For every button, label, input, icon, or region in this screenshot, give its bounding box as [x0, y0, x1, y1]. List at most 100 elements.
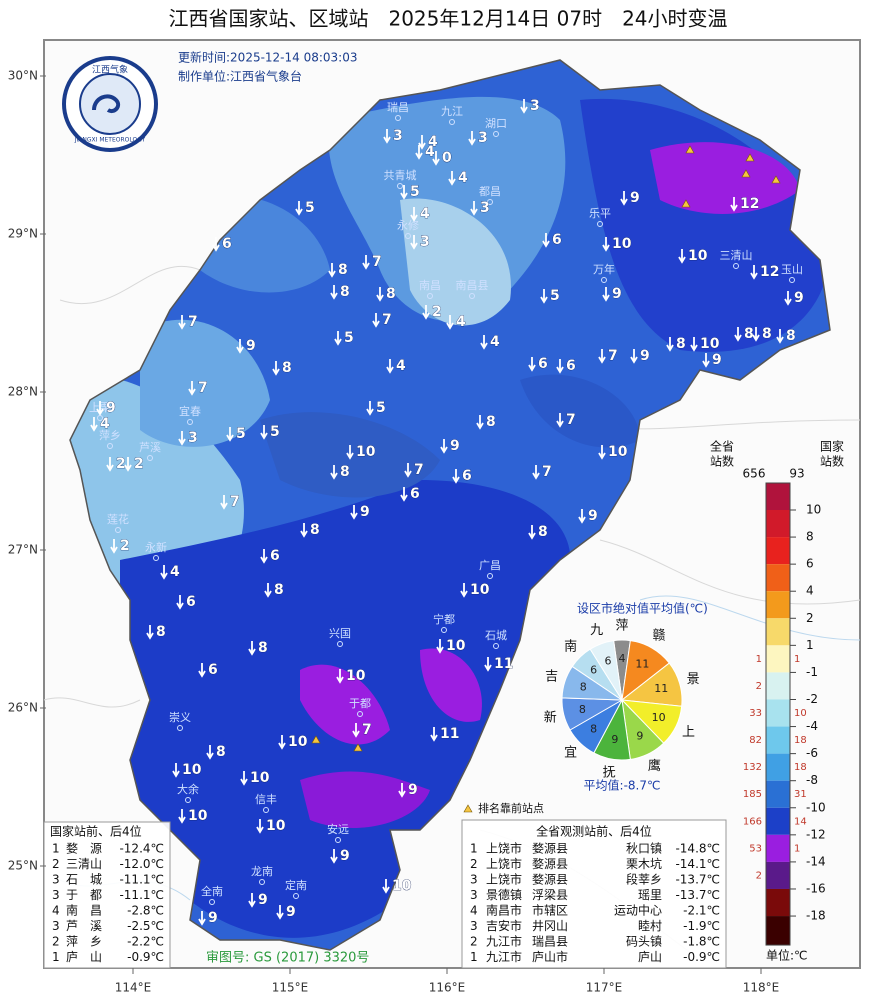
- ranking-key-label: 排名靠前站点: [478, 801, 544, 815]
- city-dot: [487, 199, 493, 205]
- left-table-cell: 3: [52, 919, 60, 933]
- station-value: 6: [410, 486, 420, 502]
- station-value: 6: [270, 548, 280, 564]
- legend-tick-label: -18: [806, 909, 826, 923]
- arrow: [620, 191, 628, 206]
- station-value: 3: [480, 200, 490, 216]
- city-dot: [427, 293, 433, 299]
- arrow: [468, 131, 476, 146]
- arrow: [178, 431, 186, 446]
- right-table-cell: 南昌市: [486, 903, 522, 918]
- station-value: 7: [362, 722, 372, 738]
- arrow: [410, 207, 418, 222]
- right-table-cell: -13.7℃: [675, 888, 720, 902]
- right-table-cell: 1: [470, 842, 478, 856]
- station-value: 7: [542, 464, 552, 480]
- station-value: 10: [470, 582, 490, 598]
- arrow: [124, 457, 132, 472]
- legend-national-count: 1: [794, 843, 800, 854]
- city-name: 广昌: [479, 559, 501, 572]
- arrow: [382, 879, 390, 894]
- legend-bin: [766, 780, 790, 808]
- station-value: 8: [340, 284, 350, 300]
- station-value: 9: [106, 400, 116, 416]
- station-value: 5: [344, 330, 354, 346]
- arrow: [276, 905, 284, 920]
- station-value: 3: [420, 234, 430, 250]
- station-value: 10: [188, 808, 208, 824]
- arrow: [226, 427, 234, 442]
- arrow: [400, 185, 408, 200]
- arrow: [236, 339, 244, 354]
- arrow: [752, 327, 760, 342]
- right-table-cell: 4: [470, 904, 478, 918]
- arrow: [556, 359, 564, 374]
- pie-title: 设区市绝对值平均值(℃): [577, 601, 708, 616]
- left-table-cell: 婺 源: [66, 841, 102, 856]
- pie-label: 南: [564, 638, 577, 654]
- station-value: 4: [428, 134, 438, 150]
- city-name: 南昌: [419, 279, 441, 292]
- station-value: 9: [246, 338, 256, 354]
- arrow: [666, 337, 674, 352]
- legend-bin: [766, 591, 790, 619]
- right-table-cell: 婺源县: [532, 856, 568, 871]
- legend-province-count: 53: [749, 843, 762, 854]
- arrow: [476, 415, 484, 430]
- arrow: [415, 145, 423, 160]
- pie-value: 11: [654, 682, 668, 695]
- ranking-key: 排名靠前站点: [463, 801, 544, 815]
- arrow: [330, 849, 338, 864]
- station-value: 0: [442, 150, 452, 166]
- city-dot: [441, 627, 447, 633]
- city-name: 龙南: [251, 865, 273, 878]
- arrow: [206, 745, 214, 760]
- legend-tick-label: 10: [806, 503, 821, 517]
- legend-tick-label: -16: [806, 881, 826, 895]
- left-table-cell: -12.0℃: [119, 857, 164, 871]
- legend-tick-label: 1: [806, 638, 814, 652]
- right-table-cell: 栗木坑: [626, 856, 662, 871]
- arrow: [146, 625, 154, 640]
- station-value: 5: [236, 426, 246, 442]
- legend-tick-label: -12: [806, 827, 826, 841]
- arrow: [702, 353, 710, 368]
- arrow: [678, 249, 686, 264]
- station-value: 7: [188, 314, 198, 330]
- legend-province-count: 33: [749, 708, 762, 719]
- station-value: 11: [494, 656, 513, 672]
- city-name: 定南: [285, 878, 307, 892]
- legend-province-count: 132: [743, 762, 762, 773]
- right-table-cell: 上饶市: [486, 856, 522, 871]
- pie-label: 抚: [603, 765, 616, 780]
- station-value: 8: [156, 624, 166, 640]
- city-name: 兴国: [329, 627, 351, 640]
- arrow: [432, 151, 440, 166]
- city-name: 芦溪: [139, 441, 161, 454]
- left-table-cell: 三清山: [66, 857, 102, 871]
- arrow: [556, 413, 564, 428]
- arrow: [330, 465, 338, 480]
- city-name: 信丰: [255, 793, 277, 806]
- station-value: 10: [182, 762, 202, 778]
- city-name: 永修: [397, 218, 419, 232]
- legend-tick-label: -10: [806, 800, 826, 814]
- legend-national-count: 10: [794, 708, 807, 719]
- legend-province-count: 82: [749, 735, 762, 746]
- pie-average: 平均值:-8.7℃: [584, 778, 661, 793]
- station-value: 8: [538, 524, 548, 540]
- pie-value: 9: [611, 733, 618, 746]
- left-table-cell: -0.9℃: [127, 950, 164, 964]
- station-value: 9: [712, 352, 722, 368]
- legend-tick-label: -2: [806, 692, 818, 706]
- city-name: 共青城: [384, 169, 417, 182]
- station-value: 8: [340, 464, 350, 480]
- right-table-title: 全省观测站前、后4位: [536, 824, 652, 839]
- arrow: [730, 197, 738, 212]
- left-table-cell: 2: [52, 857, 60, 871]
- pie-label: 吉: [545, 670, 558, 685]
- city-name: 永新: [145, 540, 167, 554]
- station-value: 4: [420, 206, 430, 222]
- station-value: 10: [612, 236, 632, 252]
- right-table-cell: 婺源县: [532, 872, 568, 887]
